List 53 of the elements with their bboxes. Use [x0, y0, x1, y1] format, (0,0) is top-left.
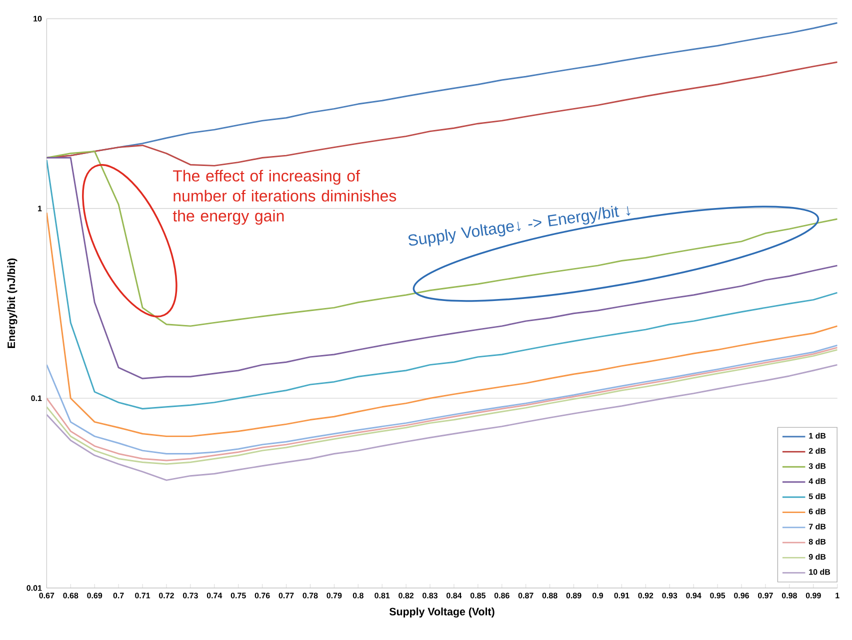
legend-label: 5 dB [808, 493, 826, 500]
x-tick-label: 0.67 [39, 592, 54, 598]
x-tick-label: 0.89 [566, 592, 582, 598]
x-tick-label: 0.8 [352, 592, 364, 598]
x-tick-label: 0.82 [398, 592, 414, 598]
x-tick-label: 0.9 [592, 592, 604, 598]
legend-label: 7 dB [808, 524, 826, 530]
x-tick-label: 0.93 [662, 592, 678, 598]
x-tick-label: 0.86 [494, 592, 510, 598]
x-tick-label: 0.95 [710, 592, 726, 598]
x-tick-label: 0.81 [374, 592, 390, 598]
legend-label: 10 dB [809, 568, 830, 575]
x-tick-label: 0.98 [782, 592, 797, 598]
x-tick-label: 0.76 [254, 592, 270, 598]
x-tick-label: 0.85 [470, 592, 486, 598]
line-series [46, 150, 838, 327]
legend-label: 9 dB [808, 554, 826, 560]
x-tick-label: 0.68 [63, 592, 78, 598]
legend-label: 6 dB [808, 508, 826, 514]
x-tick-label: 0.73 [182, 592, 198, 598]
x-tick-label: 0.84 [446, 592, 462, 598]
y-tick-label: 1 [38, 206, 42, 212]
annotation: Supply Voltage↓ -> Energy/bit ↓ [408, 206, 630, 247]
x-tick-label: 0.77 [278, 592, 294, 598]
x-tick-label: 0.71 [135, 592, 150, 598]
x-tick-label: 0.69 [87, 592, 102, 598]
y-axis-title: Energy/bit (nJ/bit) [7, 258, 18, 348]
legend-label: 8 dB [808, 538, 826, 545]
x-tick-label: 0.94 [686, 592, 702, 598]
annotation: The effect of increasing of number of iterations diminishes the energy gain [172, 170, 396, 225]
x-tick-label: 0.87 [518, 592, 534, 598]
x-axis-title: Supply Voltage (Volt) [389, 608, 494, 618]
y-tick-label: 10 [34, 16, 42, 22]
y-tick-label: 0.01 [26, 585, 42, 591]
x-tick-label: 0.78 [302, 592, 318, 598]
y-tick-label: 0.1 [31, 395, 42, 402]
x-tick-label: 1 [836, 592, 840, 598]
legend-label: 1 dB [809, 432, 826, 439]
legend-label: 2 dB [808, 448, 826, 454]
x-tick-label: 0.88 [542, 592, 558, 598]
x-tick-label: 0.97 [758, 592, 773, 598]
x-tick-label: 0.99 [806, 592, 821, 598]
legend-label: 4 dB [808, 478, 826, 484]
x-tick-label: 0.92 [638, 592, 654, 598]
x-tick-label: 0.72 [159, 592, 174, 598]
x-tick-label: 0.75 [230, 592, 246, 598]
legend-label: 3 dB [808, 462, 826, 469]
x-tick-label: 0.74 [206, 592, 222, 598]
x-tick-label: 0.91 [614, 592, 630, 598]
x-tick-label: 0.96 [734, 592, 749, 598]
x-tick-label: 0.83 [422, 592, 438, 598]
x-tick-label: 0.7 [113, 592, 124, 598]
x-tick-label: 0.79 [326, 592, 342, 598]
